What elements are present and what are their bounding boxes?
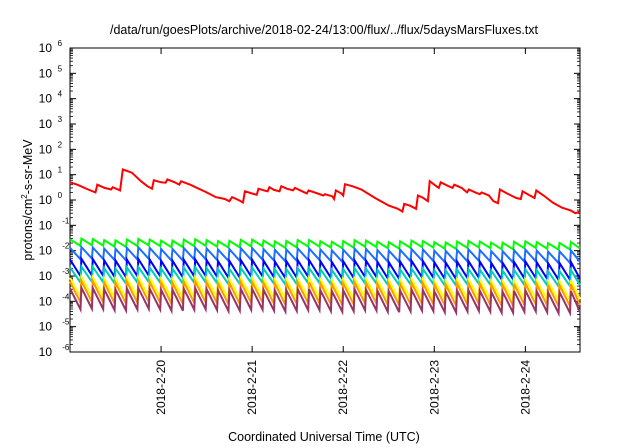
x-tick-label: 2018-2-21 [245, 360, 259, 415]
series-line-4 [69, 263, 581, 290]
series-line-0 [69, 168, 581, 215]
y-tick-label: 10 -5 [39, 318, 70, 334]
x-tick-label: 2018-2-22 [336, 360, 350, 415]
x-tick-label: 2018-2-23 [427, 360, 441, 415]
y-tick-label: 10 -1 [39, 216, 70, 232]
series-line-5 [69, 273, 581, 304]
y-tick-label: 10 -4 [39, 292, 70, 308]
y-tick-label: 10 2 [39, 140, 63, 156]
y-tick-label: 10 3 [39, 115, 63, 131]
x-axis-label: Coordinated Universal Time (UTC) [228, 430, 420, 444]
y-tick-label: 10 1 [39, 166, 63, 182]
series-line-7 [69, 283, 581, 318]
y-tick-label: 10 5 [39, 64, 63, 80]
x-tick-label: 2018-2-24 [518, 360, 532, 415]
y-tick-label: 10 4 [39, 90, 63, 106]
y-axis-label-sup: 2 [20, 194, 29, 199]
y-tick-label: 10 6 [39, 39, 63, 55]
series-line-1 [69, 236, 581, 252]
series-lines [69, 168, 581, 318]
series-line-3 [69, 255, 581, 284]
y-tick-label: 10 -2 [39, 242, 70, 258]
chart-title: /data/run/goesPlots/archive/2018-02-24/1… [110, 23, 539, 37]
x-axis: 2018-2-20 2018-2-21 2018-2-22 2018-2-23 2018… [154, 48, 532, 415]
series-line-2 [69, 244, 581, 266]
y-axis-label: protons/cm2-s-sr-MeV [20, 139, 35, 261]
y-axis-label-post: -s-sr-MeV [21, 139, 35, 195]
y-tick-label: 10 -6 [39, 343, 70, 359]
x-tick-label: 2018-2-20 [154, 360, 168, 415]
y-tick-label: 10 -3 [39, 267, 70, 283]
y-tick-label: 10 0 [39, 191, 63, 207]
series-line-6 [69, 277, 581, 311]
y-axis-label-pre: protons/cm [21, 199, 35, 261]
